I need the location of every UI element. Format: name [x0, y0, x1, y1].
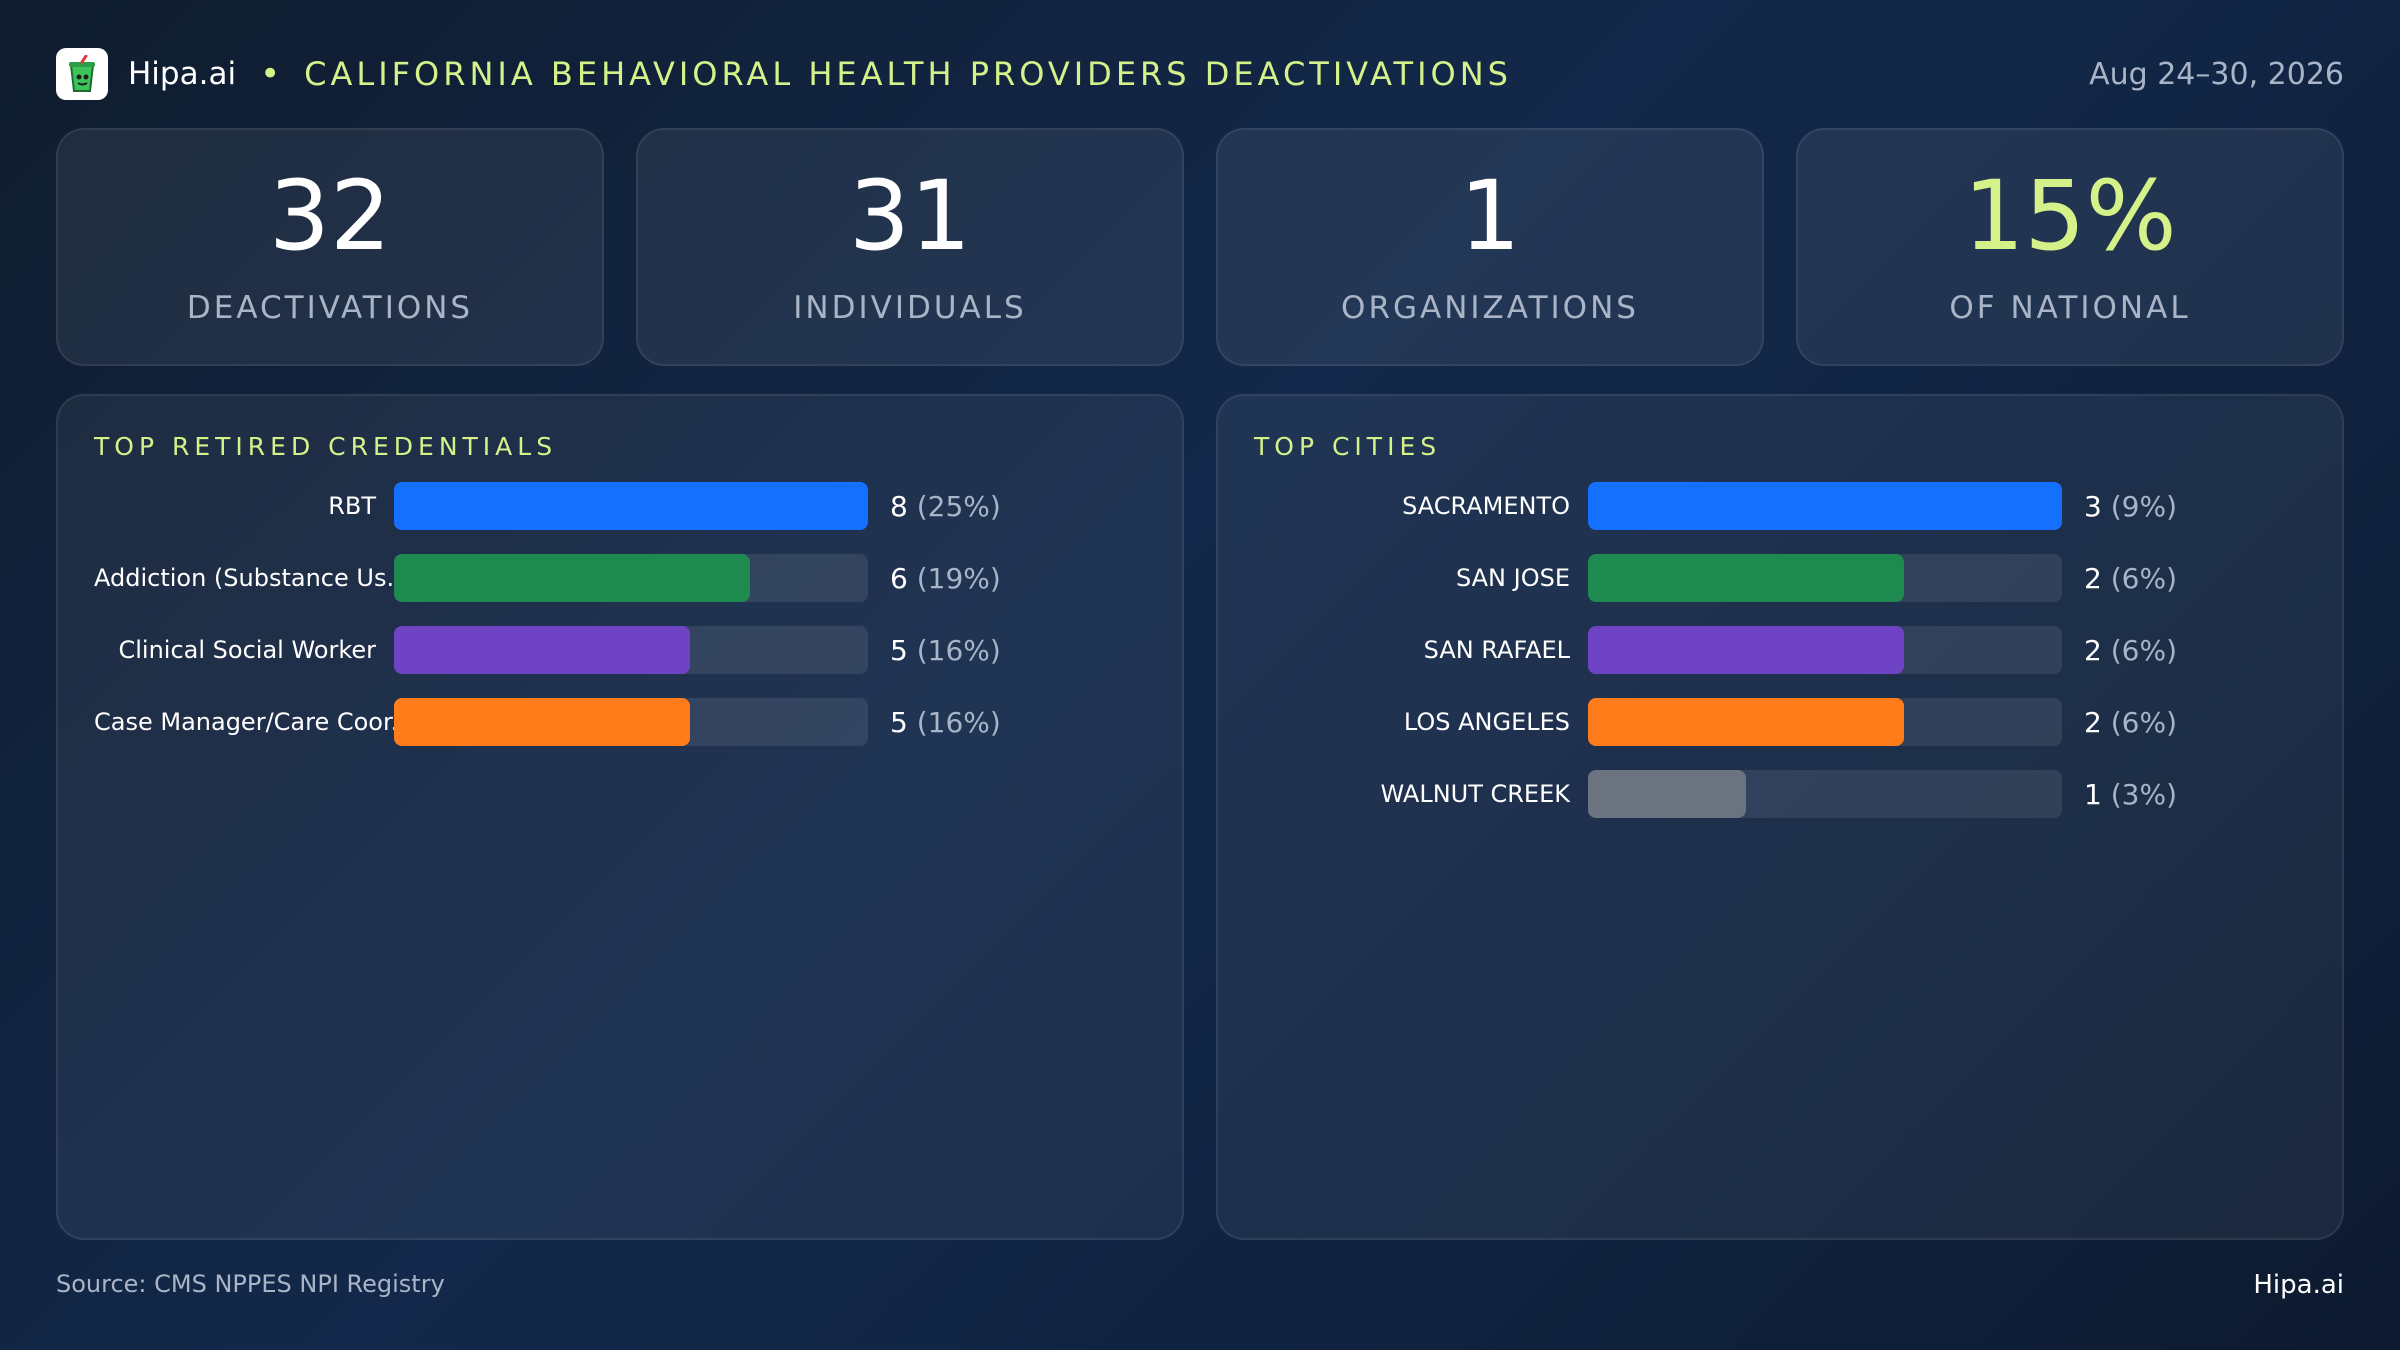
bar: [1588, 482, 2062, 530]
bar-value-label: 1 (3%): [2084, 778, 2177, 811]
bar-row: Case Manager/Care Coor... 5 (16%): [94, 698, 1146, 746]
bar-label: RBT: [328, 492, 376, 520]
bar-value-label: 2 (6%): [2084, 706, 2177, 739]
bar-label: Clinical Social Worker: [118, 636, 376, 664]
bar: [1588, 554, 1904, 602]
brand-name: Hipa.ai: [128, 56, 237, 92]
kpi-value: 31: [848, 160, 972, 272]
bar-label: Addiction (Substance Us...: [94, 564, 394, 592]
bar-row: LOS ANGELES 2 (6%): [1254, 698, 2306, 746]
bar-row: RBT 8 (25%): [94, 482, 1146, 530]
bar-value-label: 2 (6%): [2084, 562, 2177, 595]
bar-value-label: 5 (16%): [890, 706, 1001, 739]
footer-brand: Hipa.ai: [2253, 1270, 2344, 1300]
kpi-deactivations: 32 DEACTIVATIONS: [56, 128, 604, 366]
bar-label: SACRAMENTO: [1402, 492, 1570, 520]
bar-row: WALNUT CREEK 1 (3%): [1254, 770, 2306, 818]
bar-value: 6: [890, 561, 908, 595]
bar-track: [394, 554, 868, 602]
bar-percent: (3%): [2110, 777, 2178, 811]
bar-row: Addiction (Substance Us... 6 (19%): [94, 554, 1146, 602]
bar-track: [394, 626, 868, 674]
kpi-label: ORGANIZATIONS: [1341, 290, 1639, 326]
bar: [1588, 770, 1746, 818]
kpi-value: 32: [268, 160, 392, 272]
bar-value-label: 2 (6%): [2084, 634, 2177, 667]
bar-label: SAN JOSE: [1455, 564, 1570, 592]
bar-percent: (25%): [916, 489, 1001, 523]
bar-track: [1588, 554, 2062, 602]
bar-label: WALNUT CREEK: [1380, 780, 1570, 808]
bar-value-label: 5 (16%): [890, 634, 1001, 667]
bar-track: [1588, 770, 2062, 818]
bar-value: 5: [890, 705, 908, 739]
bar-value: 2: [2084, 561, 2102, 595]
bar-track: [1588, 698, 2062, 746]
bar-label: SAN RAFAEL: [1423, 636, 1570, 664]
bar-row: Clinical Social Worker 5 (16%): [94, 626, 1146, 674]
bar-percent: (16%): [916, 705, 1001, 739]
bar-label: LOS ANGELES: [1403, 708, 1570, 736]
source-note: Source: CMS NPPES NPI Registry: [56, 1270, 445, 1298]
bar-value-label: 6 (19%): [890, 562, 1001, 595]
panel-title: TOP CITIES: [1254, 432, 1442, 461]
kpi-individuals: 31 INDIVIDUALS: [636, 128, 1184, 366]
bar: [1588, 698, 1904, 746]
bar-track: [1588, 482, 2062, 530]
cities-panel: TOP CITIES SACRAMENTO 3 (9%) SAN JOSE 2 (6%…: [1216, 394, 2344, 1240]
bar-percent: (6%): [2110, 633, 2178, 667]
header: Hipa.ai • CALIFORNIA BEHAVIORAL HEALTH P…: [56, 46, 2344, 102]
bar-percent: (6%): [2110, 561, 2178, 595]
bar-row: SACRAMENTO 3 (9%): [1254, 482, 2306, 530]
bar-value-label: 3 (9%): [2084, 490, 2177, 523]
kpi-value: 15%: [1963, 160, 2177, 272]
bar-track: [394, 482, 868, 530]
bar-value: 2: [2084, 633, 2102, 667]
panel-title: TOP RETIRED CREDENTIALS: [94, 432, 558, 461]
bar-label: Case Manager/Care Coor...: [94, 708, 394, 736]
cities-bar-chart: SACRAMENTO 3 (9%) SAN JOSE 2 (6%) SAN RAFAEL…: [1254, 482, 2306, 842]
bar-value: 1: [2084, 777, 2102, 811]
cup-icon: [56, 48, 108, 100]
bar-row: SAN RAFAEL 2 (6%): [1254, 626, 2306, 674]
bar-value: 2: [2084, 705, 2102, 739]
date-range: Aug 24–30, 2026: [2089, 56, 2344, 92]
bar-value-label: 8 (25%): [890, 490, 1001, 523]
bar-row: SAN JOSE 2 (6%): [1254, 554, 2306, 602]
credentials-panel: TOP RETIRED CREDENTIALS RBT 8 (25%) Addict…: [56, 394, 1184, 1240]
bar-percent: (19%): [916, 561, 1001, 595]
bar: [394, 626, 691, 674]
bar-value: 5: [890, 633, 908, 667]
credentials-bar-chart: RBT 8 (25%) Addiction (Substance Us... 6 (1…: [94, 482, 1146, 770]
bar: [1588, 626, 1904, 674]
bar-value: 8: [890, 489, 908, 523]
kpi-value: 1: [1459, 160, 1521, 272]
kpi-national-share: 15% OF NATIONAL: [1796, 128, 2344, 366]
kpi-label: DEACTIVATIONS: [186, 290, 474, 326]
kpi-label: OF NATIONAL: [1949, 290, 2191, 326]
bar: [394, 698, 691, 746]
bar-percent: (16%): [916, 633, 1001, 667]
bar: [394, 554, 750, 602]
title-separator: •: [260, 54, 281, 94]
kpi-label: INDIVIDUALS: [793, 290, 1027, 326]
bar: [394, 482, 868, 530]
bar-track: [394, 698, 868, 746]
page-title: CALIFORNIA BEHAVIORAL HEALTH PROVIDERS D…: [304, 55, 1512, 93]
bar-value: 3: [2084, 489, 2102, 523]
bar-percent: (9%): [2110, 489, 2178, 523]
kpi-row: 32 DEACTIVATIONS 31 INDIVIDUALS 1 ORGANI…: [56, 128, 2344, 366]
bar-track: [1588, 626, 2062, 674]
kpi-organizations: 1 ORGANIZATIONS: [1216, 128, 1764, 366]
bar-percent: (6%): [2110, 705, 2178, 739]
